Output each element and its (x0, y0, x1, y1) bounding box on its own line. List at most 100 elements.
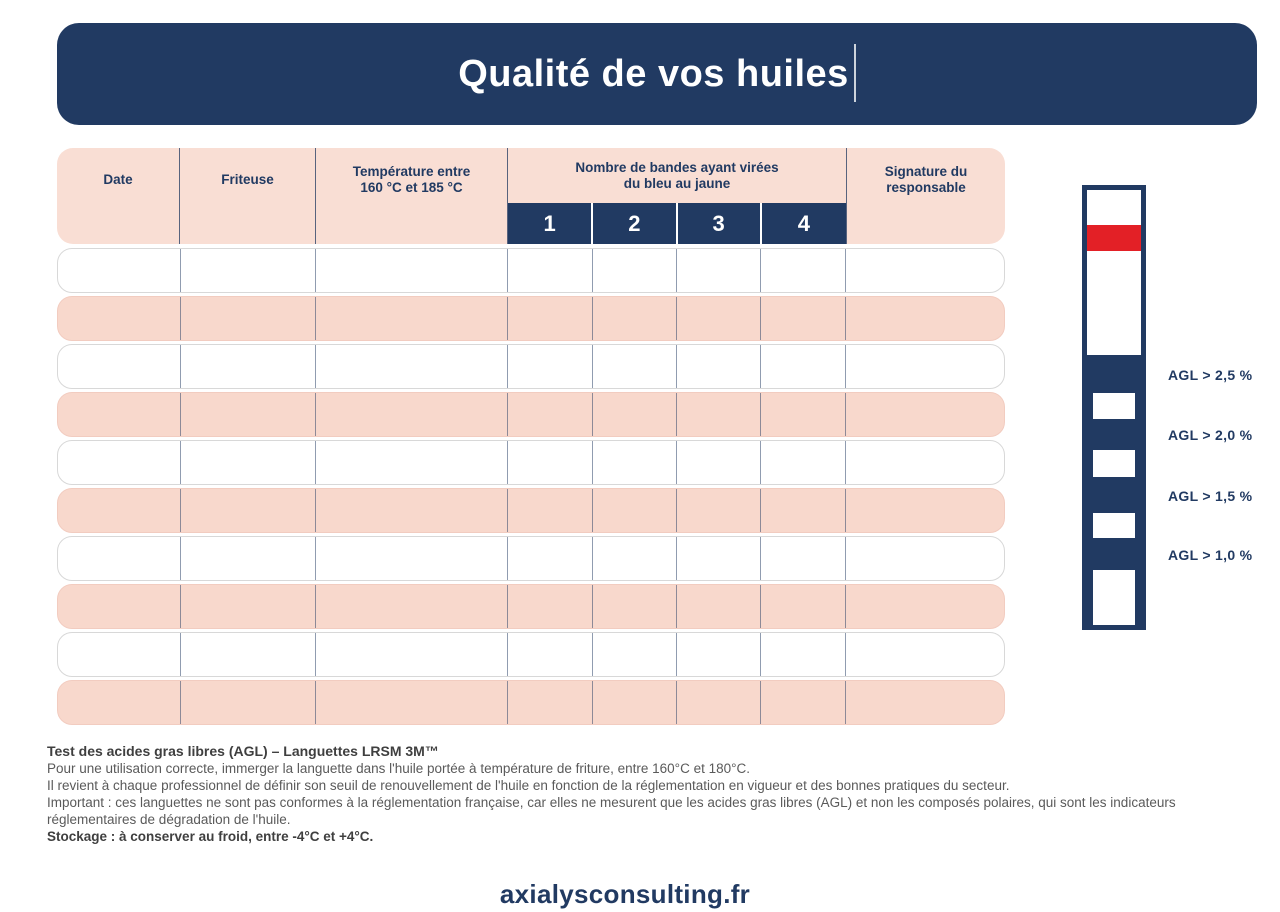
notes-line-3: Important : ces languettes ne sont pas c… (47, 795, 1176, 827)
table-cell (593, 489, 677, 532)
table-cell (593, 297, 677, 340)
table-row (57, 392, 1005, 437)
table-cell (58, 393, 181, 436)
table-cell (181, 345, 317, 388)
table-cell (677, 489, 761, 532)
footer-website: axialysconsulting.fr (499, 879, 751, 909)
table-cell (316, 489, 509, 532)
table-cell (677, 585, 761, 628)
agl-label-2-0: AGL > 2,0 % (1168, 427, 1253, 443)
table-cell (761, 633, 847, 676)
table-cell (593, 537, 677, 580)
header-cell-temperature: Température entre 160 °C et 185 °C (316, 148, 508, 244)
table-cell (846, 345, 1004, 388)
table-cell (508, 393, 593, 436)
table-cell (58, 249, 181, 292)
table-cell (508, 681, 593, 724)
table-cell (761, 345, 847, 388)
table-cell (181, 441, 317, 484)
table-cell (316, 393, 509, 436)
strip-window (1093, 513, 1135, 538)
table-cell (677, 681, 761, 724)
table-cell (58, 297, 181, 340)
table-cell (846, 297, 1004, 340)
table-cell (508, 249, 593, 292)
table-row (57, 296, 1005, 341)
table-cell (508, 345, 593, 388)
text-cursor (853, 44, 856, 102)
table-cell (181, 249, 317, 292)
table-cell (316, 345, 509, 388)
header-cell-date: Date (57, 148, 180, 244)
header-cell-signature: Signature du responsable (847, 148, 1005, 244)
table-cell (316, 249, 509, 292)
table-cell (316, 681, 509, 724)
header-label-signature: Signature du responsable (884, 164, 968, 195)
header-label-temperature: Température entre 160 °C et 185 °C (352, 164, 471, 195)
table-cell (593, 681, 677, 724)
table-cell (181, 297, 317, 340)
band-number-subrow: 1 2 3 4 (508, 203, 846, 244)
table-cell (316, 441, 509, 484)
table-cell (677, 345, 761, 388)
table-cell (846, 681, 1004, 724)
table-row (57, 248, 1005, 293)
agl-label-1-5: AGL > 1,5 % (1168, 488, 1253, 504)
table-cell (316, 585, 509, 628)
title-banner: Qualité de vos huiles (57, 23, 1257, 125)
table-cell (846, 441, 1004, 484)
table-cell (593, 633, 677, 676)
table-cell (316, 633, 509, 676)
notes-block: Test des acides gras libres (AGL) – Lang… (47, 743, 1197, 845)
table-cell (846, 537, 1004, 580)
page-title[interactable]: Qualité de vos huiles (458, 52, 849, 95)
band-number-1: 1 (508, 203, 592, 244)
table-cell (761, 297, 847, 340)
header-label-date: Date (103, 172, 133, 187)
table-cell (316, 537, 509, 580)
table-row (57, 344, 1005, 389)
table-row (57, 440, 1005, 485)
strip-red-band (1087, 225, 1141, 251)
table-cell (761, 585, 847, 628)
table-cell (58, 585, 181, 628)
table-row (57, 632, 1005, 677)
strip-window (1093, 570, 1135, 625)
notes-line-1: Pour une utilisation correcte, immerger … (47, 761, 751, 776)
notes-stockage: Stockage : à conserver au froid, entre -… (47, 829, 374, 844)
band-number-4: 4 (761, 203, 846, 244)
band-number-2: 2 (593, 203, 676, 244)
table-cell (58, 633, 181, 676)
table-cell (181, 633, 317, 676)
table-cell (761, 489, 847, 532)
table-cell (181, 537, 317, 580)
table-cell (677, 393, 761, 436)
table-cell (508, 537, 593, 580)
header-cell-bandes: Nombre de bandes ayant virées du bleu au… (508, 148, 847, 244)
table-cell (508, 585, 593, 628)
table-cell (181, 585, 317, 628)
table-cell (677, 249, 761, 292)
table-cell (508, 633, 593, 676)
table-cell (761, 249, 847, 292)
table-cell (846, 489, 1004, 532)
table-cell (58, 345, 181, 388)
band-number-3: 3 (677, 203, 760, 244)
table-row (57, 584, 1005, 629)
notes-line-2: Il revient à chaque professionnel de déf… (47, 778, 1010, 793)
table-cell (593, 585, 677, 628)
table-cell (846, 393, 1004, 436)
table-body (57, 248, 1005, 725)
strip-window (1093, 393, 1135, 419)
table-cell (58, 441, 181, 484)
table-row (57, 680, 1005, 725)
table-row (57, 488, 1005, 533)
agl-label-1-0: AGL > 1,0 % (1168, 547, 1253, 563)
oil-quality-table: Date Friteuse Température entre 160 °C e… (57, 148, 1005, 728)
header-label-bandes: Nombre de bandes ayant virées du bleu au… (575, 159, 779, 191)
table-cell (593, 345, 677, 388)
table-cell (508, 297, 593, 340)
table-cell (846, 249, 1004, 292)
table-cell (593, 441, 677, 484)
